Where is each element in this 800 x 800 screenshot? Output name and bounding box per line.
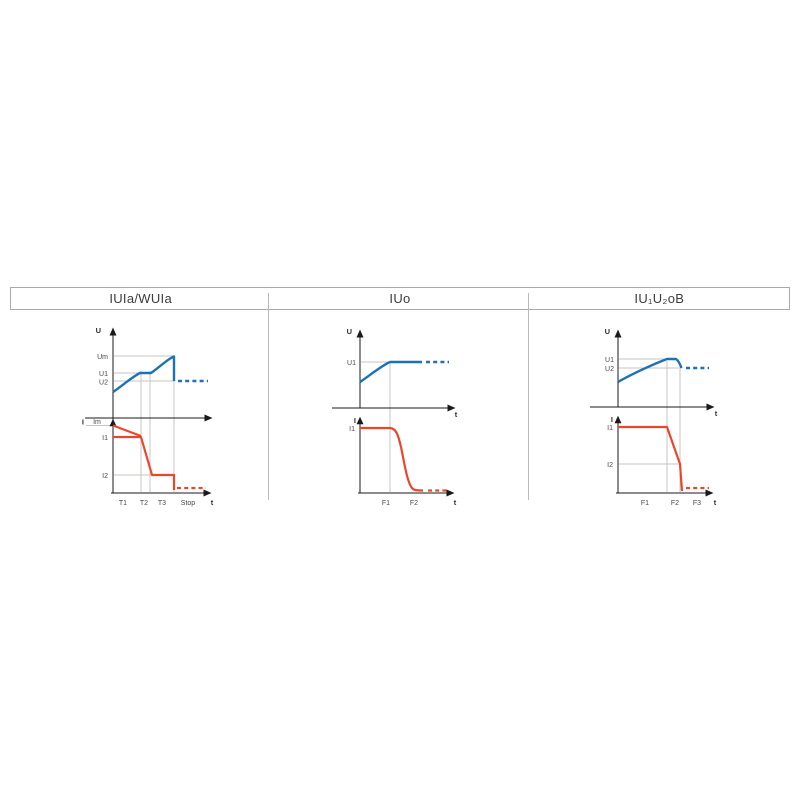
current-curve-wa-branch — [112, 424, 142, 438]
upper-t-arrow-icon — [204, 414, 213, 422]
voltage-curve — [617, 357, 683, 384]
tick-i1: I1 — [349, 426, 355, 433]
u-axis-label: U — [96, 326, 101, 335]
u-axis-label: U — [347, 327, 352, 336]
axes — [85, 327, 213, 497]
t-axis-label: t — [454, 498, 457, 507]
i-axis-arrow-icon — [109, 418, 117, 427]
i-axis-arrow-icon — [356, 416, 364, 425]
i-axis-label: I — [354, 416, 356, 425]
i-axis-label: I — [82, 418, 84, 427]
lower-t-arrow-icon — [705, 489, 714, 497]
chart-iuo: U U1 t I I1 F1 F2 t — [332, 327, 458, 507]
i-axis-arrow-icon — [614, 415, 622, 424]
tick-i1: I1 — [607, 425, 613, 432]
column-divider-1 — [268, 293, 269, 500]
labels: U U1 t I I1 F1 F2 t — [347, 327, 458, 507]
axes — [590, 329, 715, 497]
chart-iu1u2ob: U U1 U2 t I I1 I2 F1 F2 F3 t — [590, 327, 718, 507]
u-axis-label: U — [605, 327, 610, 336]
tick-um: Um — [97, 354, 108, 361]
header-title-iu1u2ob: IU₁U₂oB — [634, 291, 685, 306]
voltage-curve — [112, 355, 176, 393]
tick-u1: U1 — [347, 360, 356, 367]
tick-i2: I2 — [102, 473, 108, 480]
i-axis-label: I — [611, 415, 613, 424]
labels: U Um U1 U2 I Im I1 I2 T1 T2 T3 Stop t — [82, 326, 214, 507]
gridlines — [619, 358, 682, 492]
voltage-curve — [359, 360, 422, 383]
tick-u1: U1 — [605, 357, 614, 364]
u-axis-arrow-icon — [356, 329, 364, 338]
u-axis-arrow-icon — [109, 327, 117, 336]
tick-u1: U1 — [99, 371, 108, 378]
header-title-iuia-wuia: IUIa/WUIa — [109, 291, 172, 306]
lower-t-arrow-icon — [446, 489, 455, 497]
tick-f2: F2 — [410, 500, 418, 507]
t-axis-label: t — [714, 498, 717, 507]
tick-t2: T2 — [140, 500, 148, 507]
tick-t3: T3 — [158, 500, 166, 507]
chart-iuia-wuia: U Um U1 U2 I Im I1 I2 T1 T2 T3 Stop t — [82, 326, 214, 507]
current-curve — [618, 425, 684, 492]
tick-u2: U2 — [99, 380, 108, 387]
tick-stop: Stop — [181, 500, 196, 507]
tick-im: Im — [93, 419, 101, 426]
tick-i2: I2 — [607, 462, 613, 469]
tick-f3: F3 — [693, 500, 701, 507]
current-curve-ia-branch — [113, 435, 176, 490]
labels: U U1 U2 t I I1 I2 F1 F2 F3 t — [605, 327, 718, 507]
tick-f1: F1 — [641, 500, 649, 507]
tick-i1: I1 — [102, 435, 108, 442]
axes — [332, 329, 456, 497]
t-axis-label: t — [211, 498, 214, 507]
u-axis-arrow-icon — [614, 329, 622, 338]
upper-t-axis-label: t — [715, 409, 718, 418]
tick-u2: U2 — [605, 366, 614, 373]
upper-t-arrow-icon — [706, 403, 715, 411]
tick-f1: F1 — [382, 500, 390, 507]
upper-t-arrow-icon — [447, 404, 456, 412]
column-divider-2 — [528, 293, 529, 500]
gridlines — [86, 355, 175, 492]
header-title-iuo: IUo — [389, 291, 411, 306]
tick-t1: T1 — [119, 500, 127, 507]
lower-t-arrow-icon — [203, 489, 212, 497]
figure-header: IUIa/WUIa IUo IU₁U₂oB — [10, 287, 790, 310]
upper-t-axis-label: t — [455, 410, 458, 419]
tick-f2: F2 — [671, 500, 679, 507]
current-curve — [360, 426, 424, 492]
